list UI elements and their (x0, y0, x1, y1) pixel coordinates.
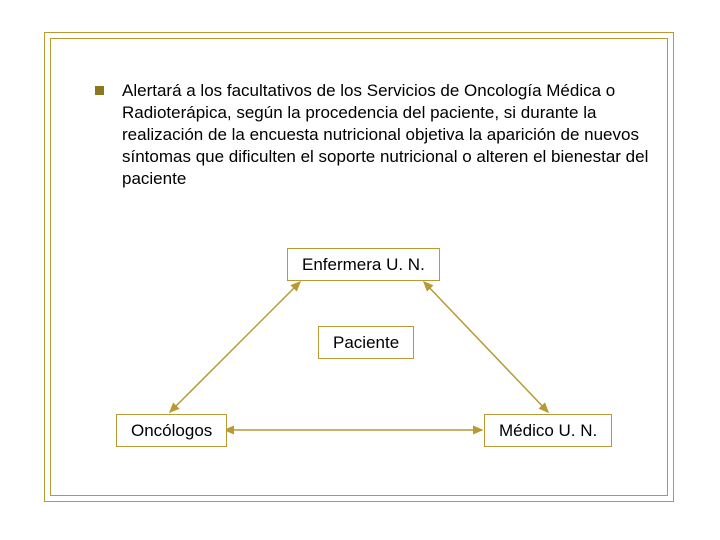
bullet-marker-icon (95, 86, 104, 95)
bullet-text: Alertará a los facultativos de los Servi… (122, 80, 655, 190)
node-label: Enfermera U. N. (302, 255, 425, 274)
node-label: Oncólogos (131, 421, 212, 440)
bullet-item: Alertará a los facultativos de los Servi… (95, 80, 655, 190)
node-label: Médico U. N. (499, 421, 597, 440)
node-label: Paciente (333, 333, 399, 352)
node-paciente: Paciente (318, 326, 414, 359)
node-enfermera: Enfermera U. N. (287, 248, 440, 281)
node-oncologos: Oncólogos (116, 414, 227, 447)
node-medico: Médico U. N. (484, 414, 612, 447)
